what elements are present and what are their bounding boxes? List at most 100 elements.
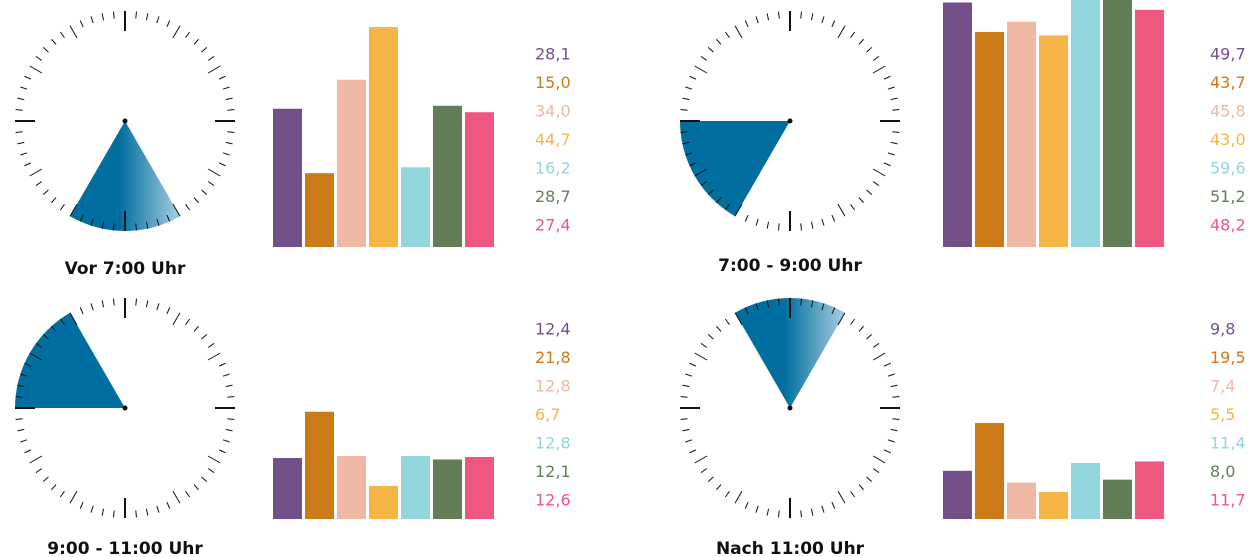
value-label: 28,1 — [535, 45, 571, 64]
clock-tick — [166, 501, 171, 509]
clock-tick — [69, 25, 78, 39]
clock-tick — [59, 204, 65, 211]
clock-tick — [185, 491, 191, 498]
clock-tick — [29, 168, 43, 177]
clock-tick — [17, 384, 25, 388]
clock-tick — [680, 396, 688, 398]
clock-tick — [685, 373, 693, 377]
clock-tick — [135, 223, 137, 231]
clock-tick — [850, 491, 856, 498]
clock-tick — [227, 109, 235, 111]
clock-tick — [201, 47, 208, 53]
clock-tick — [755, 505, 759, 513]
clock-tick — [685, 152, 693, 156]
value-label: 11,4 — [1210, 434, 1246, 453]
bar — [465, 112, 494, 247]
clock-tick — [101, 508, 105, 516]
clock-tick — [90, 505, 94, 513]
clock-tick — [892, 131, 900, 133]
clock-tick — [716, 325, 722, 332]
clock-tick — [837, 203, 846, 217]
clock-tick — [837, 25, 846, 39]
bar — [305, 173, 334, 247]
clock-tick — [892, 396, 900, 398]
clock-tick — [887, 439, 895, 443]
value-label: 12,8 — [535, 434, 571, 453]
clock-tick — [872, 65, 886, 74]
value-label: 12,6 — [535, 491, 571, 510]
bar — [273, 108, 302, 247]
clock-tick — [24, 162, 32, 167]
clock-tick — [208, 468, 215, 474]
clock-tick — [883, 75, 891, 80]
clock-tick — [778, 223, 780, 231]
bar — [943, 2, 972, 248]
clock-tick — [800, 223, 802, 231]
clock-tick — [873, 468, 880, 474]
clock-sector — [15, 312, 125, 408]
panel-title: 9:00 - 11:00 Uhr — [47, 539, 203, 557]
clock-tick — [883, 162, 891, 167]
clock-tick — [222, 439, 230, 443]
clock-tick — [24, 449, 32, 454]
value-label: 34,0 — [535, 102, 571, 121]
clock-tick — [20, 439, 28, 443]
clock-tick — [866, 334, 873, 340]
clock-tick — [185, 31, 191, 38]
clock-tick — [193, 38, 199, 45]
clock-tick — [858, 38, 864, 45]
clock-tick — [680, 131, 688, 133]
value-label: 49,7 — [1210, 45, 1246, 64]
clock-tick — [156, 505, 160, 513]
clock-tick — [218, 362, 226, 367]
clock-tick — [20, 373, 28, 377]
clock-tick — [145, 508, 149, 516]
clock-tick — [716, 38, 722, 45]
clock-tick — [51, 325, 57, 332]
clock-tick — [724, 318, 730, 325]
clock-tick — [766, 13, 770, 21]
clock-tick — [227, 396, 235, 398]
clock-tick — [755, 218, 759, 226]
clock-tick — [707, 189, 714, 195]
clock-tick — [872, 352, 886, 361]
clock-tick — [682, 428, 690, 432]
panel-title: Vor 7:00 Uhr — [65, 259, 186, 279]
clock-tick — [59, 31, 65, 38]
clock-tick — [694, 455, 708, 464]
clock-tick — [685, 86, 693, 90]
bar — [1103, 0, 1132, 248]
clock-tick — [69, 203, 78, 217]
clock-tick — [872, 168, 886, 177]
clock-tick — [207, 352, 221, 361]
clock-tick — [207, 455, 221, 464]
clock-tick — [744, 20, 749, 28]
clock-tick — [890, 384, 898, 388]
clock-tick — [866, 476, 873, 482]
clock-tick — [201, 189, 208, 195]
value-label: 12,4 — [535, 320, 571, 339]
clock-tick — [193, 325, 199, 332]
clock-tick — [810, 300, 814, 308]
clock-center — [787, 118, 793, 124]
clock-tick — [24, 75, 32, 80]
clock-tick — [766, 221, 770, 229]
clock-tick — [837, 490, 846, 504]
clock-tick — [225, 141, 233, 145]
clock-tick — [145, 13, 149, 21]
clock-tick — [682, 141, 690, 145]
clock-tick — [873, 55, 880, 61]
clock-tick — [716, 484, 722, 491]
clock-tick — [208, 55, 215, 61]
clock-tick — [201, 334, 208, 340]
bar — [433, 105, 462, 248]
clock-tick — [113, 223, 115, 231]
bar — [433, 459, 462, 519]
clock-sector — [735, 298, 845, 408]
clock-tick — [15, 396, 23, 398]
clock-tick — [79, 20, 84, 28]
clock-tick — [700, 55, 707, 61]
clock-tick — [821, 16, 825, 24]
value-label: 59,6 — [1210, 159, 1246, 178]
clock-tick — [866, 47, 873, 53]
